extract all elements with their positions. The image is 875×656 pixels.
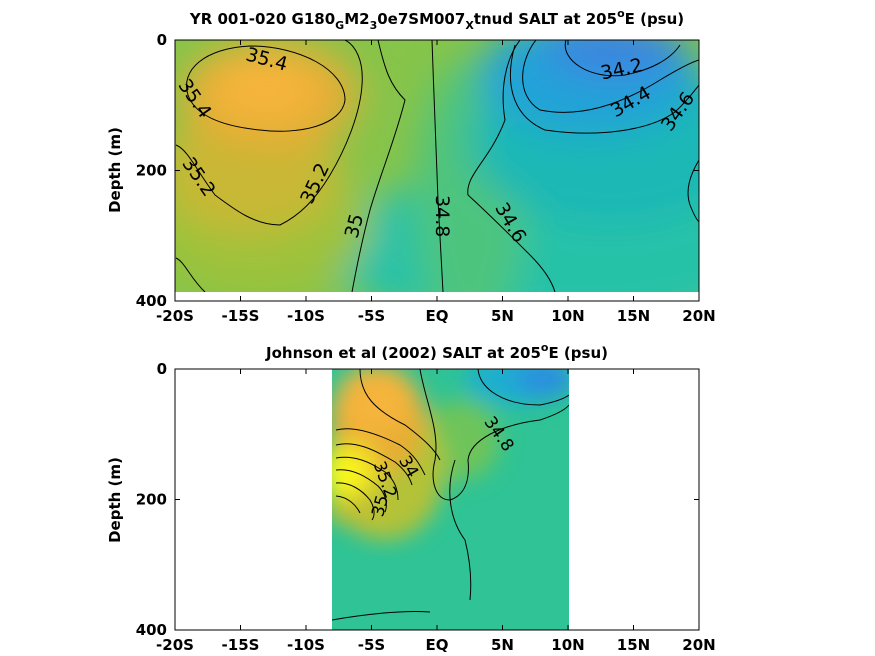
bottom-panel: Johnson et al (2002) SALT at 205oE (psu) [106, 341, 716, 654]
x-tick-label: -5S [358, 307, 385, 325]
x-tick-label: -10S [287, 307, 325, 325]
title-part: o [541, 341, 549, 354]
x-tick-label: 10N [551, 307, 584, 325]
y-tick-label: 0 [157, 31, 167, 49]
top-y-tick-labels: 0 200 400 [136, 31, 167, 310]
title-part: YR 001-020 G180 [189, 10, 335, 28]
x-tick-label: -10S [287, 636, 325, 654]
bottom-panel-title: Johnson et al (2002) SALT at 205oE (psu) [265, 341, 608, 362]
bottom-axis-ticks [174, 368, 700, 631]
title-part: 0e7SM007 [377, 10, 465, 28]
x-tick-label: 20N [682, 636, 715, 654]
bottom-contour-lines [332, 369, 569, 621]
x-tick-label: EQ [426, 636, 449, 654]
top-axis-ticks [174, 39, 700, 302]
y-tick-label: 200 [136, 162, 167, 180]
title-part: G [335, 19, 344, 32]
x-tick-label: 15N [617, 307, 650, 325]
title-part: E (psu) [548, 344, 608, 362]
title-part: 3 [370, 19, 378, 32]
x-tick-label: -20S [156, 307, 194, 325]
x-tick-label: -5S [358, 636, 385, 654]
top-x-tick-labels: -20S -15S -10S -5S EQ 5N 10N 15N 20N [156, 307, 716, 325]
title-part: o [617, 7, 625, 20]
y-tick-label: 200 [136, 491, 167, 509]
top-panel: YR 001-020 G180GM230e7SM007Xtnud SALT at… [106, 7, 716, 325]
bottom-x-tick-labels: -20S -15S -10S -5S EQ 5N 10N 15N 20N [156, 636, 716, 654]
title-part: tnud SALT at 205 [474, 10, 617, 28]
y-tick-label: 400 [136, 292, 167, 310]
top-panel-title: YR 001-020 G180GM230e7SM007Xtnud SALT at… [189, 7, 684, 32]
title-part: E (psu) [625, 10, 685, 28]
top-y-axis-label: Depth (m) [106, 127, 124, 213]
title-part: Johnson et al (2002) SALT at 205 [265, 344, 541, 362]
top-field [175, 40, 699, 292]
y-tick-label: 0 [157, 360, 167, 378]
x-tick-label: -20S [156, 636, 194, 654]
x-tick-label: 20N [682, 307, 715, 325]
x-tick-label: 10N [551, 636, 584, 654]
bottom-field [332, 369, 569, 630]
y-tick-label: 400 [136, 621, 167, 639]
x-tick-label: -15S [222, 636, 260, 654]
x-tick-label: -15S [222, 307, 260, 325]
title-part: X [465, 19, 474, 32]
x-tick-label: 5N [491, 307, 514, 325]
title-part: M2 [344, 10, 369, 28]
contour-label: 34.8 [431, 195, 453, 237]
bottom-y-tick-labels: 0 200 400 [136, 360, 167, 639]
top-contour-lines [175, 40, 699, 292]
bottom-y-axis-label: Depth (m) [106, 457, 124, 543]
x-tick-label: EQ [426, 307, 449, 325]
x-tick-label: 5N [491, 636, 514, 654]
x-tick-label: 15N [617, 636, 650, 654]
